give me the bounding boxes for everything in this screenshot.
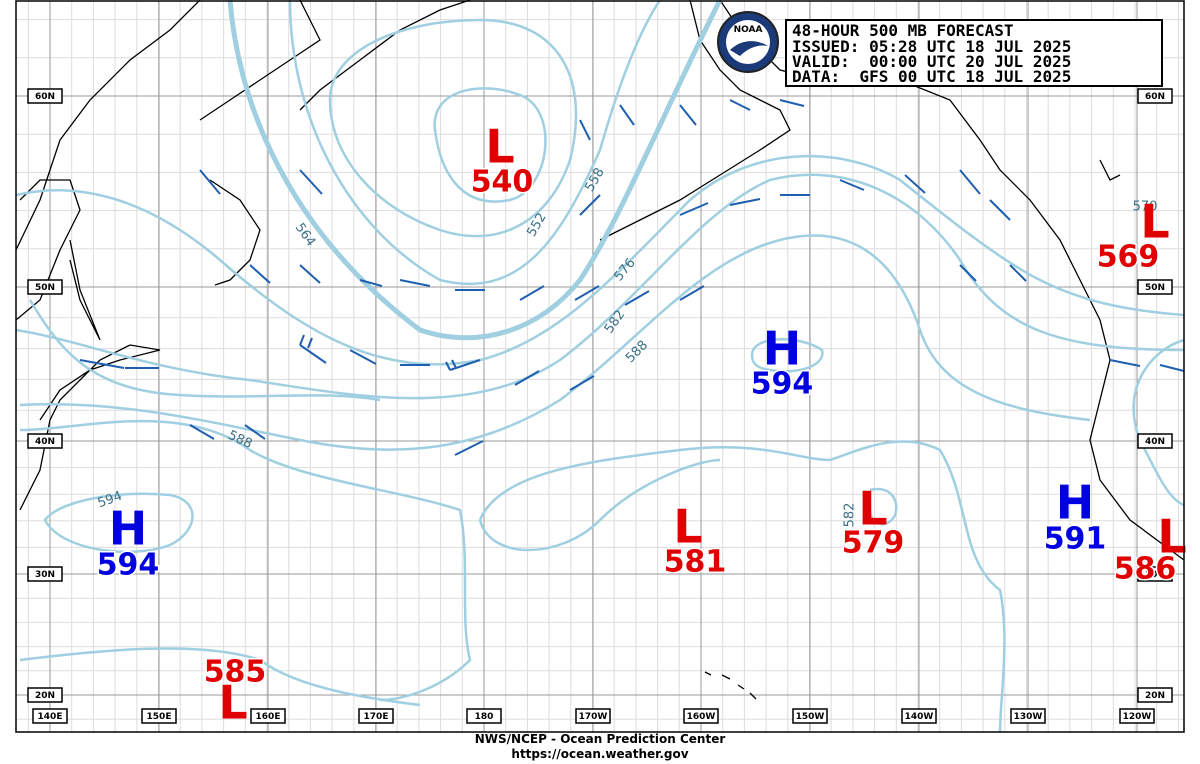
coordinate-label: 50N [1145, 283, 1165, 293]
center-letter: L [858, 482, 887, 536]
label-box [466, 708, 502, 724]
height-contours [15, 0, 1185, 733]
contour-label: 552 [524, 210, 549, 239]
center-value: 594 [751, 367, 814, 402]
logo-text: NOAA [734, 25, 763, 35]
center-value: 585 [204, 655, 267, 690]
header-line: VALID: 00:00 UTC 20 JUL 2025 [792, 52, 1071, 71]
coordinate-label: 30N [1145, 570, 1165, 580]
label-box [32, 708, 68, 724]
map-frame [15, 0, 1185, 733]
header-line: DATA: GFS 00 UTC 18 JUL 2025 [792, 67, 1071, 86]
center-value: 540 [471, 165, 534, 200]
coordinate-label: 150W [796, 712, 825, 722]
label-box [1137, 279, 1173, 295]
center-letter: H [109, 502, 148, 556]
coordinate-label: 60N [1145, 92, 1165, 102]
coordinate-label: 40N [35, 437, 55, 447]
label-box [250, 708, 286, 724]
label-box [1137, 433, 1173, 449]
coordinate-label: 20N [35, 691, 55, 701]
label-box [575, 708, 611, 724]
label-box [27, 566, 63, 582]
contour-label: 588 [226, 428, 255, 452]
center-letter: L [1140, 195, 1169, 249]
coordinate-label: 60N [35, 92, 55, 102]
coordinate-label: 180 [475, 712, 494, 722]
contour-label: 576 [611, 256, 638, 285]
header-line: 48-HOUR 500 MB FORECAST [792, 21, 1014, 40]
label-box [27, 88, 63, 104]
label-box [1010, 708, 1046, 724]
coordinate-label: 20N [1145, 691, 1165, 701]
coordinate-label: 140E [38, 712, 63, 722]
center-letter: H [1056, 476, 1095, 530]
center-value: 591 [1044, 522, 1107, 557]
contour-label: 582 [843, 503, 858, 528]
coordinate-label: 170W [579, 712, 608, 722]
coordinate-label: 150E [147, 712, 172, 722]
grid [16, 1, 1184, 732]
coordinate-label: 170E [364, 712, 389, 722]
center-value: 581 [664, 545, 727, 580]
label-box [27, 433, 63, 449]
coordinate-label: 40N [1145, 437, 1165, 447]
coordinate-label: 140W [905, 712, 934, 722]
label-box [1137, 88, 1173, 104]
center-value: 569 [1097, 240, 1160, 275]
label-box [792, 708, 828, 724]
noaa-logo: NOAA [717, 11, 779, 73]
center-value: 579 [842, 526, 905, 561]
label-box [141, 708, 177, 724]
label-box [358, 708, 394, 724]
center-letter: L [218, 676, 247, 730]
coastlines [15, 0, 1185, 700]
label-box [1119, 708, 1155, 724]
footer-line: https://ocean.weather.gov [511, 747, 688, 761]
header-box: 48-HOUR 500 MB FORECAST ISSUED: 05:28 UT… [785, 19, 1163, 87]
center-letter: L [673, 500, 702, 554]
contour-label: 570 [1133, 200, 1158, 215]
label-box [1137, 687, 1173, 703]
labels: 60N 60N 50N 50N 40N 40N 30N 30N 20N 20N 140E 150E 16… [27, 88, 1187, 730]
coordinate-label: 50N [35, 283, 55, 293]
contour-label: 582 [602, 308, 629, 337]
label-box [27, 279, 63, 295]
center-letter: L [485, 120, 514, 174]
label-box [683, 708, 719, 724]
label-box [27, 687, 63, 703]
center-value: 586 [1114, 552, 1177, 587]
label-box [1137, 566, 1173, 582]
coordinate-label: 160W [687, 712, 716, 722]
coordinate-label: 120W [1123, 712, 1152, 722]
header-line: ISSUED: 05:28 UTC 18 JUL 2025 [792, 37, 1071, 56]
footer-line: NWS/NCEP - Ocean Prediction Center [475, 732, 726, 746]
coordinate-label: 30N [35, 570, 55, 580]
contour-label: 558 [582, 165, 607, 194]
center-value: 594 [97, 548, 160, 583]
label-box [901, 708, 937, 724]
coordinate-label: 130W [1014, 712, 1043, 722]
wind-barbs [79, 99, 1185, 456]
center-letter: H [763, 322, 802, 376]
center-letter: L [1157, 510, 1186, 564]
coordinate-label: 160E [256, 712, 281, 722]
